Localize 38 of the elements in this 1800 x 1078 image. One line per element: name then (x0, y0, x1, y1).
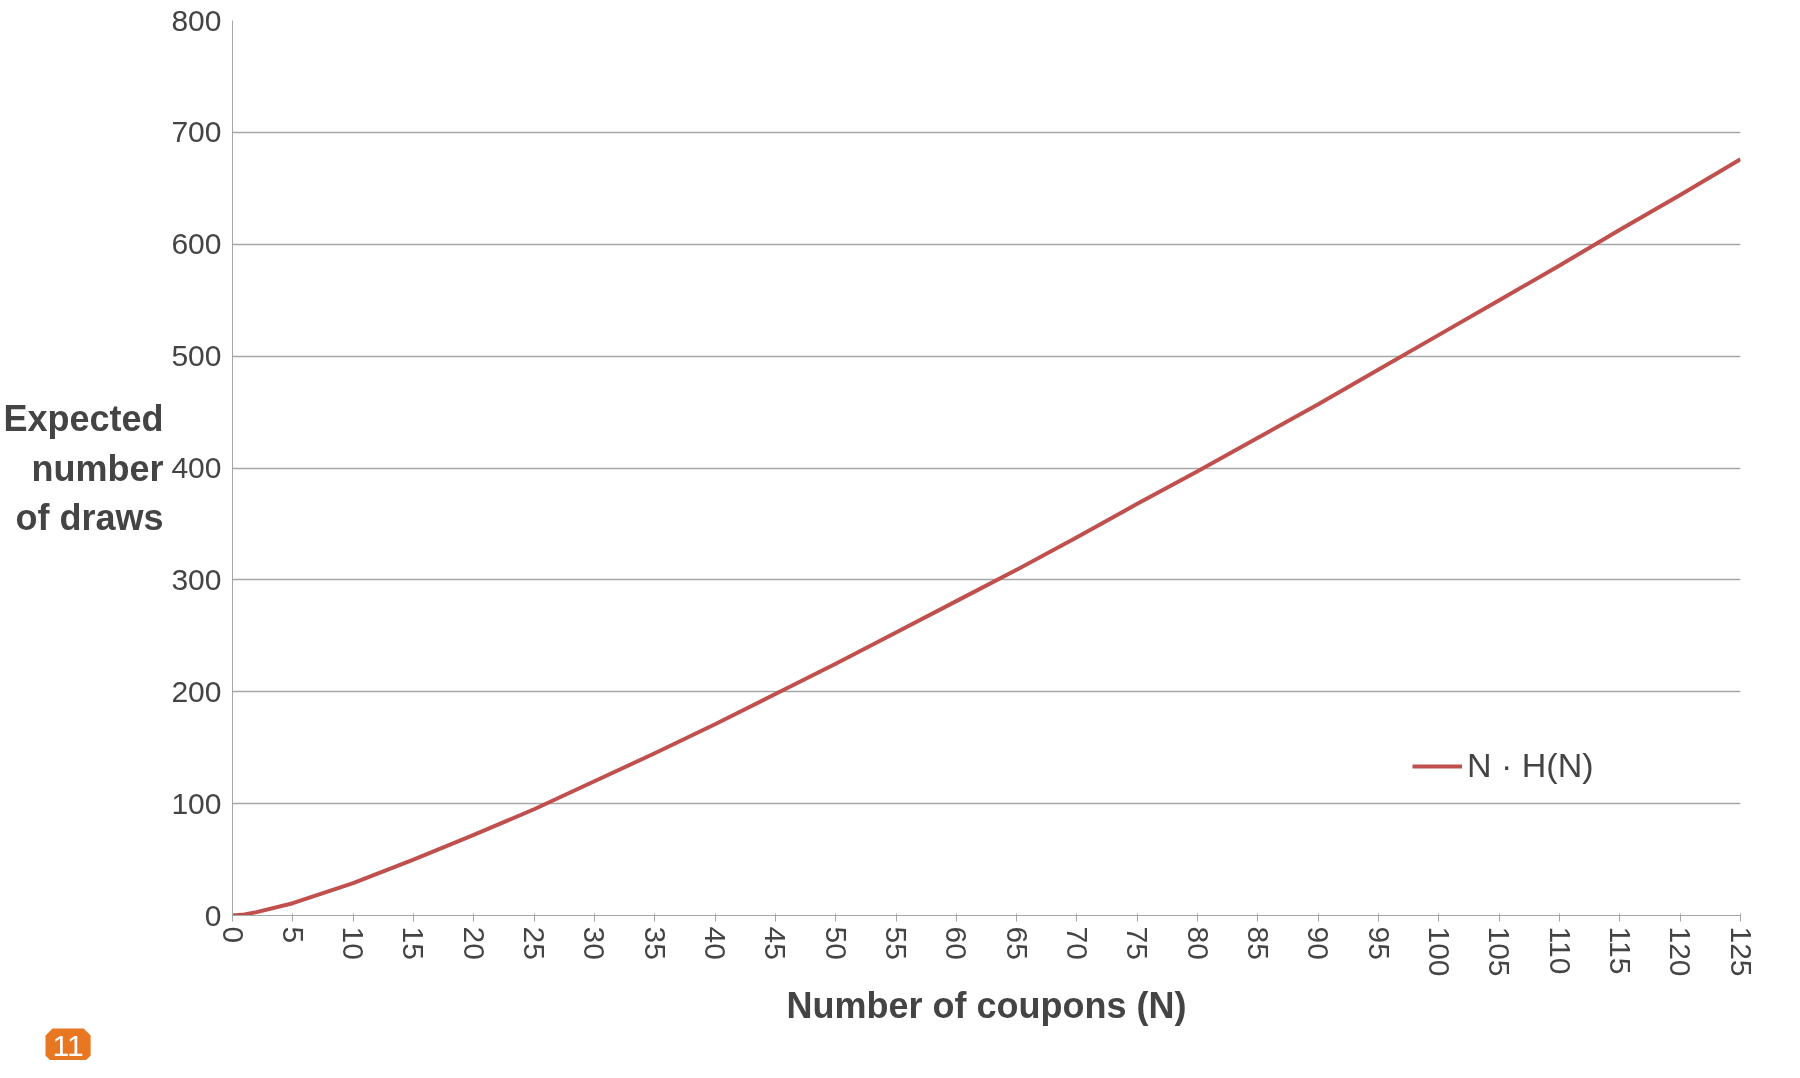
y-axis-title: Expected number of draws (3, 398, 164, 538)
x-tick-label: 95 (1362, 926, 1396, 960)
x-tick-label: 10 (337, 926, 371, 960)
x-tick-label: 75 (1121, 926, 1155, 960)
x-tick-label: 45 (759, 926, 793, 960)
x-tick-label: 55 (880, 926, 914, 960)
x-tick-label: 25 (518, 926, 552, 960)
y-tick-label: 700 (171, 115, 222, 149)
x-tick-label: 40 (699, 926, 733, 960)
x-tick-label: 0 (216, 926, 250, 944)
x-axis-title: Number of coupons (N) (786, 984, 1187, 1026)
y-tick-label: 100 (171, 786, 222, 820)
text: 11 (52, 1028, 84, 1062)
x-tick-label: 50 (819, 926, 853, 960)
x-tick-label: 85 (1241, 926, 1275, 960)
x-tick-label: 70 (1060, 926, 1094, 960)
y-tick-label: 300 (171, 562, 222, 596)
x-tick-label: 80 (1181, 926, 1215, 960)
x-tick-label: 125 (1724, 926, 1758, 977)
x-tick-label: 20 (457, 926, 491, 960)
x-tick-label: 115 (1603, 926, 1637, 975)
x-tick-label: 35 (638, 926, 672, 960)
legend-label: N · H(N) (1467, 746, 1594, 785)
x-tick-label: 15 (397, 926, 431, 960)
x-tick-label: 5 (276, 926, 310, 944)
y-tick-label: 400 (171, 451, 222, 484)
x-tick-label: 105 (1483, 926, 1517, 977)
y-tick-label: 200 (171, 674, 222, 708)
x-tick-label: 30 (578, 926, 612, 960)
x-tick-label: 110 (1543, 926, 1577, 975)
x-tick-label: 60 (940, 926, 974, 960)
y-tick-label: 600 (171, 227, 222, 261)
x-tick-label: 90 (1302, 926, 1336, 960)
x-tick-label: 65 (1000, 926, 1034, 960)
x-tick-label: 120 (1664, 926, 1698, 977)
x-tick-label: 100 (1422, 926, 1456, 977)
y-tick-label: 800 (171, 3, 222, 37)
y-tick-label: 500 (171, 339, 222, 373)
